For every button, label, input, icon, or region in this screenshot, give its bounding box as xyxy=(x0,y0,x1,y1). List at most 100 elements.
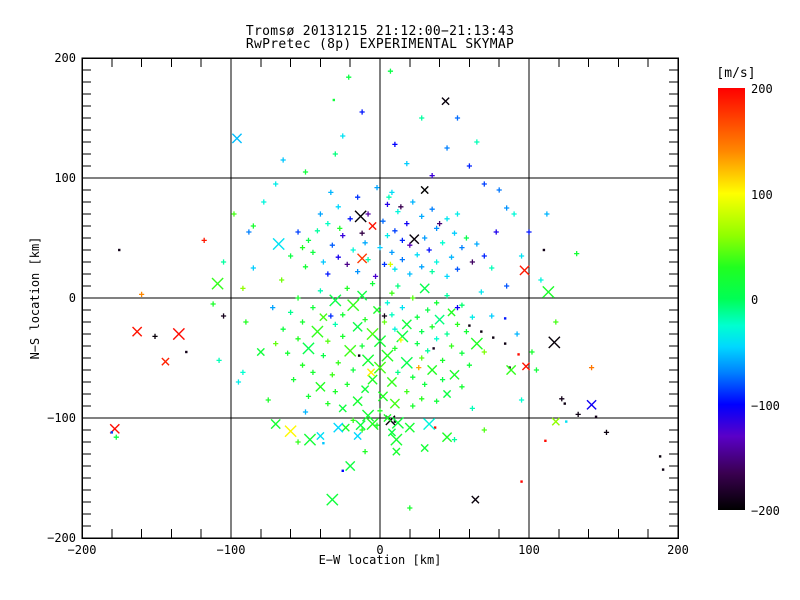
data-point xyxy=(338,404,347,413)
data-point xyxy=(489,265,495,271)
data-point xyxy=(504,283,510,289)
data-point xyxy=(529,349,535,355)
data-point xyxy=(310,249,316,255)
data-point xyxy=(341,469,344,472)
data-point xyxy=(469,405,475,411)
y-tick-label: 0 xyxy=(68,291,76,305)
data-point xyxy=(279,277,285,283)
data-point xyxy=(492,336,495,339)
data-point xyxy=(404,161,410,167)
data-point xyxy=(381,319,388,325)
data-point xyxy=(544,211,550,217)
data-point xyxy=(341,423,350,432)
data-point xyxy=(519,265,530,276)
data-point xyxy=(325,221,331,227)
data-point xyxy=(381,261,388,267)
data-point xyxy=(347,216,353,222)
data-point xyxy=(335,204,341,210)
data-point xyxy=(398,337,404,343)
data-point xyxy=(434,259,440,265)
data-point xyxy=(407,271,413,277)
colorbar-units-label: [m/s] xyxy=(716,66,756,81)
data-point xyxy=(368,221,377,231)
data-point xyxy=(299,319,306,325)
data-point xyxy=(542,285,555,299)
data-point xyxy=(481,427,487,433)
data-point xyxy=(481,349,487,355)
data-point xyxy=(399,305,405,311)
data-point xyxy=(280,157,286,163)
data-point xyxy=(365,211,371,217)
data-point xyxy=(350,367,356,373)
y-tick-label: 200 xyxy=(54,51,76,65)
data-point xyxy=(429,206,435,212)
data-point xyxy=(469,314,475,320)
data-point xyxy=(295,229,301,235)
data-point xyxy=(480,330,483,333)
data-point xyxy=(414,341,420,347)
data-point xyxy=(503,342,507,345)
data-point xyxy=(448,343,455,349)
data-point xyxy=(256,347,265,357)
data-point xyxy=(404,422,415,433)
data-point xyxy=(302,264,309,270)
data-point xyxy=(441,97,450,106)
data-point xyxy=(354,210,367,223)
data-point xyxy=(319,313,328,322)
data-point xyxy=(565,420,568,423)
data-point xyxy=(425,307,431,313)
data-point xyxy=(447,308,456,317)
data-point xyxy=(419,213,425,219)
data-point xyxy=(384,201,391,207)
data-point xyxy=(454,211,461,217)
data-point xyxy=(355,269,361,275)
data-point xyxy=(478,289,484,295)
data-point xyxy=(390,433,403,446)
data-point xyxy=(439,240,446,246)
data-point xyxy=(463,329,470,335)
data-point xyxy=(373,335,387,348)
data-point xyxy=(328,189,334,195)
data-point xyxy=(113,434,119,440)
x-tick-label: −100 xyxy=(216,543,246,557)
data-point xyxy=(504,205,510,211)
data-point xyxy=(559,396,565,402)
data-point xyxy=(355,194,361,200)
data-point xyxy=(110,431,113,434)
data-point xyxy=(425,348,431,354)
data-point xyxy=(553,319,559,325)
data-point xyxy=(533,367,540,373)
data-point xyxy=(305,393,312,399)
colorbar-tick-label: 0 xyxy=(751,293,759,307)
data-point xyxy=(395,209,401,215)
data-point xyxy=(459,350,465,356)
data-point xyxy=(270,418,281,430)
data-point xyxy=(437,221,443,227)
data-point xyxy=(410,374,416,380)
data-point xyxy=(474,241,480,247)
data-point xyxy=(387,261,394,267)
data-point xyxy=(481,253,487,259)
data-point xyxy=(563,402,566,405)
data-point xyxy=(503,317,507,320)
data-point xyxy=(419,283,430,294)
data-point xyxy=(288,309,294,315)
data-point xyxy=(381,313,388,319)
data-point xyxy=(374,422,380,428)
data-point xyxy=(353,431,362,441)
x-axis-label: E−W location [km] xyxy=(318,553,442,567)
data-point xyxy=(511,211,517,217)
data-point xyxy=(333,422,344,433)
data-point xyxy=(395,369,401,375)
data-point xyxy=(345,460,356,472)
data-point xyxy=(444,216,450,222)
data-point xyxy=(399,257,405,263)
data-point xyxy=(367,374,378,385)
data-point xyxy=(362,449,368,455)
data-point xyxy=(335,360,341,366)
data-point xyxy=(434,336,440,342)
data-point xyxy=(386,376,398,388)
y-tick-label: −100 xyxy=(47,411,76,425)
data-point xyxy=(320,259,326,265)
data-point xyxy=(305,237,312,243)
